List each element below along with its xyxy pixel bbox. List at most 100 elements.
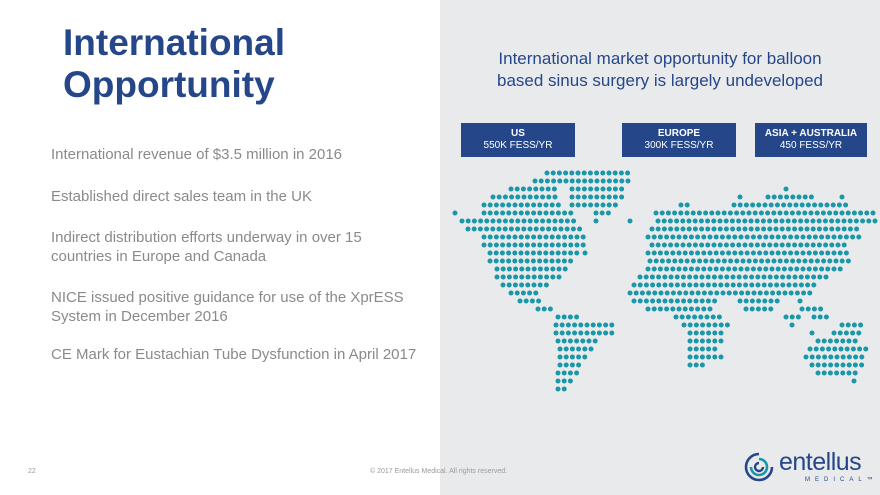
map-dot	[576, 362, 582, 368]
map-dot	[799, 306, 805, 312]
map-dot	[811, 306, 817, 312]
map-dot	[515, 226, 521, 232]
map-dot	[509, 218, 515, 224]
map-dot	[518, 258, 524, 264]
map-dot	[777, 194, 783, 200]
map-dot	[802, 194, 808, 200]
map-dot	[781, 202, 787, 208]
map-dot	[527, 194, 533, 200]
map-dot	[761, 282, 767, 288]
map-dot	[650, 298, 656, 304]
map-dot	[711, 226, 717, 232]
map-dot	[646, 290, 652, 296]
map-dot	[839, 322, 845, 328]
map-dot	[863, 346, 869, 352]
map-dot	[543, 202, 549, 208]
map-dot	[546, 226, 552, 232]
map-dot	[817, 314, 823, 320]
map-dot	[600, 202, 606, 208]
map-dot	[748, 218, 754, 224]
slide-title-line1: International	[63, 22, 286, 63]
map-dot	[816, 226, 822, 232]
map-dot	[681, 322, 687, 328]
map-dot	[709, 258, 715, 264]
map-dot	[699, 354, 705, 360]
map-dot	[561, 378, 567, 384]
region-box-us: US 550K FESS/YR	[461, 123, 575, 157]
map-dot	[706, 354, 712, 360]
map-dot	[524, 258, 530, 264]
region-value: 550K FESS/YR	[483, 140, 553, 151]
map-dot	[755, 282, 761, 288]
slide-title: International Opportunity	[63, 22, 423, 106]
map-dot	[723, 218, 729, 224]
map-dot	[674, 218, 680, 224]
map-dot	[780, 274, 786, 280]
map-dot	[547, 306, 553, 312]
map-dot	[603, 322, 609, 328]
map-dot	[719, 250, 725, 256]
map-dot	[856, 330, 862, 336]
map-dot	[661, 242, 667, 248]
map-dot	[563, 362, 569, 368]
map-dot	[546, 218, 552, 224]
map-dot	[520, 186, 526, 192]
map-dot	[712, 322, 718, 328]
map-dot	[692, 242, 698, 248]
map-dot	[544, 178, 550, 184]
map-dot	[785, 218, 791, 224]
map-dot	[857, 346, 863, 352]
map-dot	[540, 194, 546, 200]
map-dot	[481, 210, 487, 216]
map-dot	[549, 242, 555, 248]
map-dot	[490, 194, 496, 200]
bullet-text: NICE issued positive guidance for use of…	[51, 289, 404, 306]
map-dot	[795, 314, 801, 320]
map-dot	[582, 354, 588, 360]
map-dot	[814, 258, 820, 264]
map-dot	[561, 250, 567, 256]
map-dot	[552, 226, 558, 232]
map-dot	[537, 250, 543, 256]
map-dot	[774, 298, 780, 304]
map-dot	[682, 306, 688, 312]
bullet-item: Indirect distribution efforts underway i…	[51, 228, 362, 266]
map-dot	[518, 202, 524, 208]
map-dot	[680, 274, 686, 280]
map-dot	[765, 258, 771, 264]
map-dot	[692, 314, 698, 320]
map-dot	[553, 330, 559, 336]
map-dot	[822, 218, 828, 224]
map-dot	[487, 234, 493, 240]
map-dot	[593, 210, 599, 216]
map-dot	[569, 362, 575, 368]
map-dot	[832, 346, 838, 352]
map-dot	[703, 258, 709, 264]
map-dot	[633, 290, 639, 296]
map-dot	[575, 194, 581, 200]
map-dot	[643, 274, 649, 280]
map-dot	[563, 346, 569, 352]
map-dot	[705, 226, 711, 232]
map-dot	[592, 338, 598, 344]
map-dot	[825, 266, 831, 272]
map-dot	[662, 298, 668, 304]
map-dot	[568, 250, 574, 256]
map-dot	[835, 242, 841, 248]
map-dot	[656, 274, 662, 280]
map-dot	[481, 242, 487, 248]
map-dot	[543, 242, 549, 248]
map-dot	[727, 210, 733, 216]
map-dot	[750, 234, 756, 240]
map-dot	[742, 226, 748, 232]
map-dot	[730, 242, 736, 248]
map-dot	[814, 210, 820, 216]
map-dot	[751, 290, 757, 296]
map-dot	[761, 242, 767, 248]
map-dot	[576, 346, 582, 352]
map-dot	[790, 258, 796, 264]
map-dot	[819, 266, 825, 272]
map-dot	[484, 218, 490, 224]
map-dot	[807, 290, 813, 296]
